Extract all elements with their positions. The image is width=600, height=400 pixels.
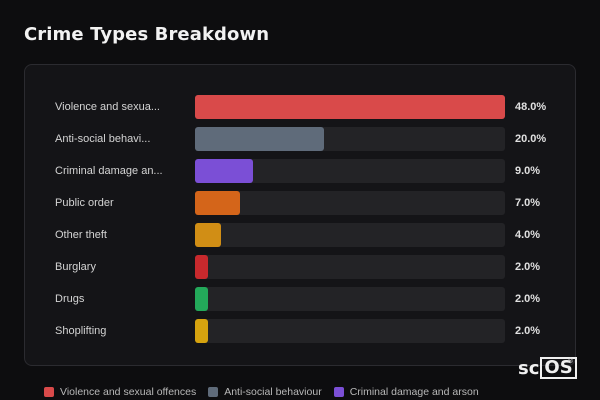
bar-track [195, 255, 505, 279]
legend-label: Criminal damage and arson [349, 386, 479, 398]
bar-label: Shoplifting [55, 325, 107, 337]
page-title: Crime Types Breakdown [24, 24, 270, 45]
legend-item: Anti-social behaviour [208, 386, 322, 398]
bar [195, 287, 208, 311]
bar-value-label: 20.0% [515, 133, 547, 145]
legend-swatch [333, 387, 344, 397]
logo-prefix: sc [518, 357, 540, 379]
bar-value-label: 2.0% [515, 293, 541, 305]
bar-row: Anti-social behavi... 20.0% [25, 127, 575, 151]
bar-row: Drugs 2.0% [25, 287, 575, 311]
bar-label: Other theft [55, 229, 107, 241]
bar-row: Public order 7.0% [25, 191, 575, 215]
bar-row: Other theft 4.0% [25, 223, 575, 247]
bar-label: Anti-social behavi... [55, 133, 151, 145]
bar [195, 255, 208, 279]
legend-label: Violence and sexual offences [60, 386, 197, 398]
bar-label: Burglary [55, 261, 96, 273]
logo-box: OS [540, 357, 577, 379]
bar [195, 223, 221, 247]
bar [195, 159, 254, 183]
chart-legend: Violence and sexual offences Anti-social … [44, 386, 479, 398]
bar [195, 127, 325, 151]
bar [195, 319, 208, 343]
registered-mark: ® [568, 358, 574, 365]
bar-track [195, 223, 505, 247]
scos-logo: sc OS [518, 357, 577, 379]
legend-swatch [44, 387, 54, 397]
bar-label: Criminal damage an... [55, 165, 163, 177]
bar-row: Violence and sexua... 48.0% [25, 95, 575, 119]
bar-track [195, 319, 505, 343]
bar-value-label: 7.0% [515, 197, 541, 209]
legend-label: Anti-social behaviour [224, 386, 322, 398]
bar-value-label: 4.0% [515, 229, 541, 241]
bar-track [195, 287, 505, 311]
bar [195, 95, 505, 119]
bar-label: Public order [55, 197, 114, 209]
bar-row: Shoplifting 2.0% [25, 319, 575, 343]
chart-panel: Violence and sexua... 48.0% Anti-social be… [24, 64, 576, 366]
bar-track [195, 95, 505, 119]
bar-label: Violence and sexua... [55, 101, 160, 113]
bar-value-label: 2.0% [515, 325, 541, 337]
bar [195, 191, 241, 215]
bar-value-label: 9.0% [515, 165, 541, 177]
bar-row: Criminal damage an... 9.0% [25, 159, 575, 183]
legend-item: Violence and sexual offences [44, 386, 196, 398]
bar-track [195, 127, 505, 151]
bar-value-label: 2.0% [515, 261, 541, 273]
bar-label: Drugs [55, 293, 85, 305]
bar-row: Burglary 2.0% [25, 255, 575, 279]
bar-track [195, 191, 505, 215]
legend-item: Criminal damage and arson [333, 386, 479, 398]
bar-track [195, 159, 505, 183]
bar-value-label: 48.0% [515, 101, 547, 113]
legend-swatch [208, 387, 219, 397]
